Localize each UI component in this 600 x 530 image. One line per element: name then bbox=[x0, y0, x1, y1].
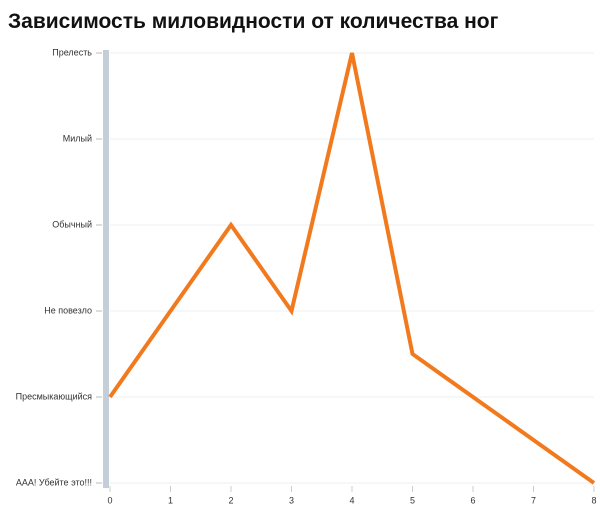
x-tick-label: 7 bbox=[531, 495, 536, 505]
x-tick-label: 4 bbox=[349, 495, 354, 505]
line bbox=[108, 52, 596, 485]
x-tick-label: 2 bbox=[228, 495, 233, 505]
y-tick-label: Пресмыкающийся bbox=[16, 391, 92, 401]
x-tick-label: 5 bbox=[410, 495, 415, 505]
y-tick-label: Прелесть bbox=[52, 47, 92, 57]
y-tick-label: ААА! Убейте это!!! bbox=[16, 477, 92, 487]
chart-title: Зависимость миловидности от количества н… bbox=[8, 10, 499, 33]
y-tick-label: Не повезло bbox=[44, 305, 92, 315]
y-tick-label: Обычный bbox=[52, 219, 92, 229]
y-axis-bar bbox=[103, 50, 109, 488]
x-tick-label: 6 bbox=[470, 495, 475, 505]
x-tick-label: 8 bbox=[591, 495, 596, 505]
y-tick-label: Милый bbox=[63, 133, 92, 143]
x-tick-label: 1 bbox=[168, 495, 173, 505]
x-tick-label: 3 bbox=[289, 495, 294, 505]
x-tick-label: 0 bbox=[107, 495, 112, 505]
